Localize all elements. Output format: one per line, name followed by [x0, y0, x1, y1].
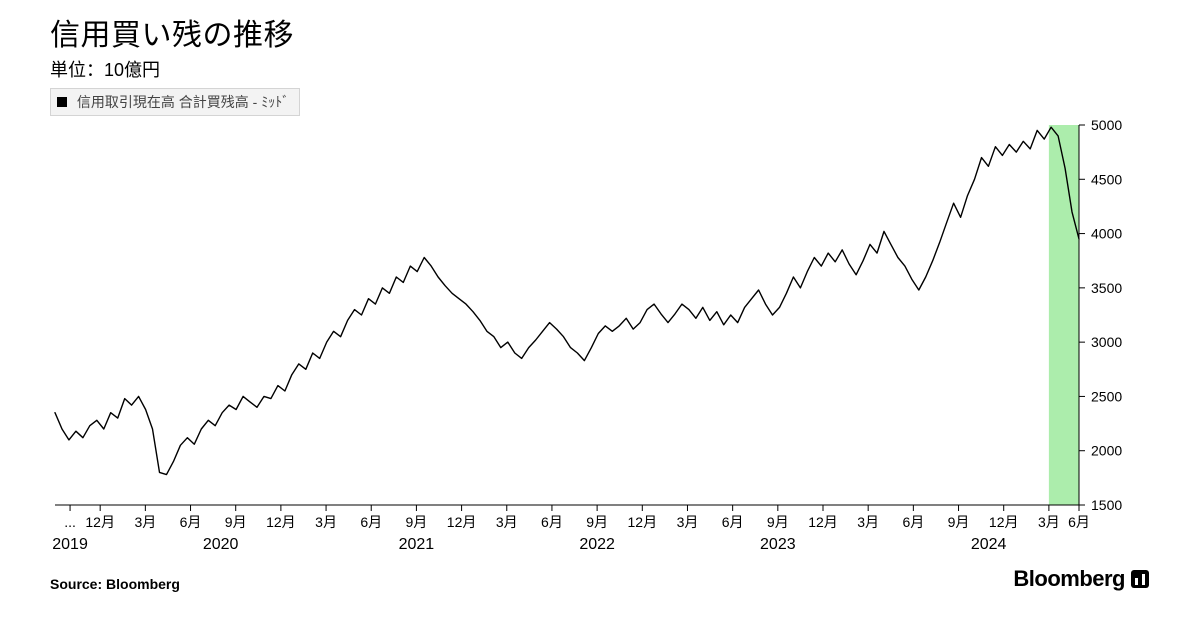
- svg-text:4500: 4500: [1091, 171, 1122, 187]
- svg-text:2024: 2024: [971, 536, 1007, 553]
- svg-text:...: ...: [64, 514, 76, 530]
- chart-svg: 1500 2000 2500 3000 3500 4000 4500 5000... 12月 3月…: [50, 120, 1149, 560]
- source-label: Source: Bloomberg: [50, 576, 180, 592]
- svg-text:12月: 12月: [989, 514, 1019, 530]
- svg-text:5000: 5000: [1091, 120, 1122, 133]
- svg-text:2023: 2023: [760, 536, 796, 553]
- chart-plot: 1500 2000 2500 3000 3500 4000 4500 5000... 12月 3月…: [50, 120, 1149, 560]
- legend-marker: [57, 97, 67, 107]
- svg-text:2019: 2019: [52, 536, 88, 553]
- svg-text:12月: 12月: [85, 514, 115, 530]
- svg-text:12月: 12月: [808, 514, 838, 530]
- svg-text:3月: 3月: [134, 514, 156, 530]
- svg-text:3月: 3月: [857, 514, 879, 530]
- svg-text:9月: 9月: [225, 514, 247, 530]
- brand-label: Bloomberg: [1013, 566, 1125, 592]
- svg-text:3月: 3月: [496, 514, 518, 530]
- svg-text:2020: 2020: [203, 536, 239, 553]
- svg-text:9月: 9月: [767, 514, 789, 530]
- chart-subtitle: 単位：10億円: [50, 56, 1149, 82]
- svg-text:6月: 6月: [722, 514, 744, 530]
- svg-text:9月: 9月: [948, 514, 970, 530]
- svg-text:6月: 6月: [360, 514, 382, 530]
- svg-text:1500: 1500: [1091, 497, 1122, 513]
- svg-text:3月: 3月: [315, 514, 337, 530]
- chart-title: 信用買い残の推移: [50, 10, 1149, 54]
- svg-text:2022: 2022: [579, 536, 615, 553]
- svg-text:6月: 6月: [180, 514, 202, 530]
- svg-text:2021: 2021: [399, 536, 435, 553]
- chart-container: 信用買い残の推移 単位：10億円 信用取引現在高 合計買残高 - ﾐｯﾄﾞ 15…: [0, 0, 1179, 623]
- svg-text:9月: 9月: [406, 514, 428, 530]
- brand: Bloomberg: [1013, 566, 1149, 592]
- brand-icon: [1131, 570, 1149, 588]
- svg-text:6月: 6月: [1068, 514, 1090, 530]
- chart-footer: Source: Bloomberg Bloomberg: [50, 566, 1149, 592]
- svg-text:2000: 2000: [1091, 443, 1122, 459]
- svg-text:6月: 6月: [902, 514, 924, 530]
- legend-label: 信用取引現在高 合計買残高 - ﾐｯﾄﾞ: [77, 94, 289, 110]
- legend: 信用取引現在高 合計買残高 - ﾐｯﾄﾞ: [50, 88, 300, 116]
- svg-text:2500: 2500: [1091, 388, 1122, 404]
- svg-text:3000: 3000: [1091, 334, 1122, 350]
- svg-text:3月: 3月: [677, 514, 699, 530]
- svg-text:12月: 12月: [266, 514, 296, 530]
- svg-text:6月: 6月: [541, 514, 563, 530]
- svg-text:4000: 4000: [1091, 226, 1122, 242]
- svg-text:3月: 3月: [1038, 514, 1060, 530]
- svg-text:3500: 3500: [1091, 280, 1122, 296]
- svg-text:12月: 12月: [447, 514, 477, 530]
- svg-text:12月: 12月: [628, 514, 658, 530]
- svg-text:9月: 9月: [586, 514, 608, 530]
